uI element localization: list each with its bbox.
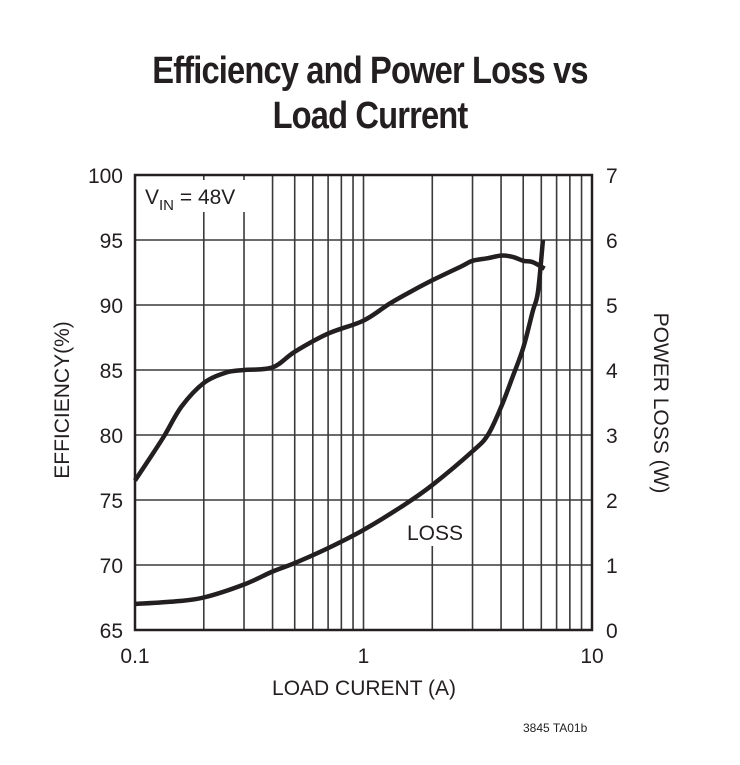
- right-axis-ticks: 0 1 2 3 4 5 6 7: [606, 165, 618, 643]
- right-tick-label: 7: [606, 165, 618, 188]
- chart-title-line-1: Efficiency and Power Loss vs: [152, 50, 588, 92]
- chart-title-line-2: Load Current: [272, 95, 469, 137]
- grid-lines: [135, 174, 592, 631]
- x-axis-label: LOAD CURENT (A): [272, 677, 456, 700]
- left-tick-label: 75: [100, 490, 123, 513]
- vin-label-background: [140, 180, 248, 212]
- x-tick-label: 0.1: [120, 645, 149, 668]
- data-curves: [133, 239, 546, 607]
- x-axis-ticks: 0.1 1 10: [120, 645, 603, 668]
- left-y-axis-label: EFFICIENCY(%): [51, 321, 74, 479]
- left-tick-label: 65: [100, 620, 123, 643]
- left-tick-label: 100: [88, 165, 123, 188]
- right-tick-label: 4: [606, 360, 618, 383]
- left-tick-label: 70: [100, 555, 123, 578]
- left-tick-label: 90: [100, 295, 123, 318]
- right-tick-label: 5: [606, 295, 618, 318]
- efficiency-curve: [133, 253, 546, 482]
- left-tick-label: 85: [100, 360, 123, 383]
- right-tick-label: 0: [606, 620, 618, 643]
- power-loss-curve: [134, 239, 546, 607]
- left-axis-ticks: 65 70 75 80 85 90 95 100: [88, 165, 123, 643]
- figure-code: 3845 TA01b: [523, 721, 588, 735]
- right-tick-label: 1: [606, 555, 618, 578]
- vin-annotation: VIN = 48V: [145, 186, 235, 214]
- loss-label-background: [405, 518, 463, 546]
- x-tick-label: 10: [580, 645, 603, 668]
- right-y-axis-label: POWER LOSS (W): [649, 313, 672, 494]
- right-tick-label: 3: [606, 425, 618, 448]
- left-tick-label: 80: [100, 425, 123, 448]
- x-tick-label: 1: [358, 645, 370, 668]
- right-tick-label: 6: [606, 230, 618, 253]
- plot-frame: [133, 173, 594, 632]
- right-tick-label: 2: [606, 490, 618, 513]
- loss-curve-label: LOSS: [407, 522, 463, 545]
- left-tick-label: 95: [100, 230, 123, 253]
